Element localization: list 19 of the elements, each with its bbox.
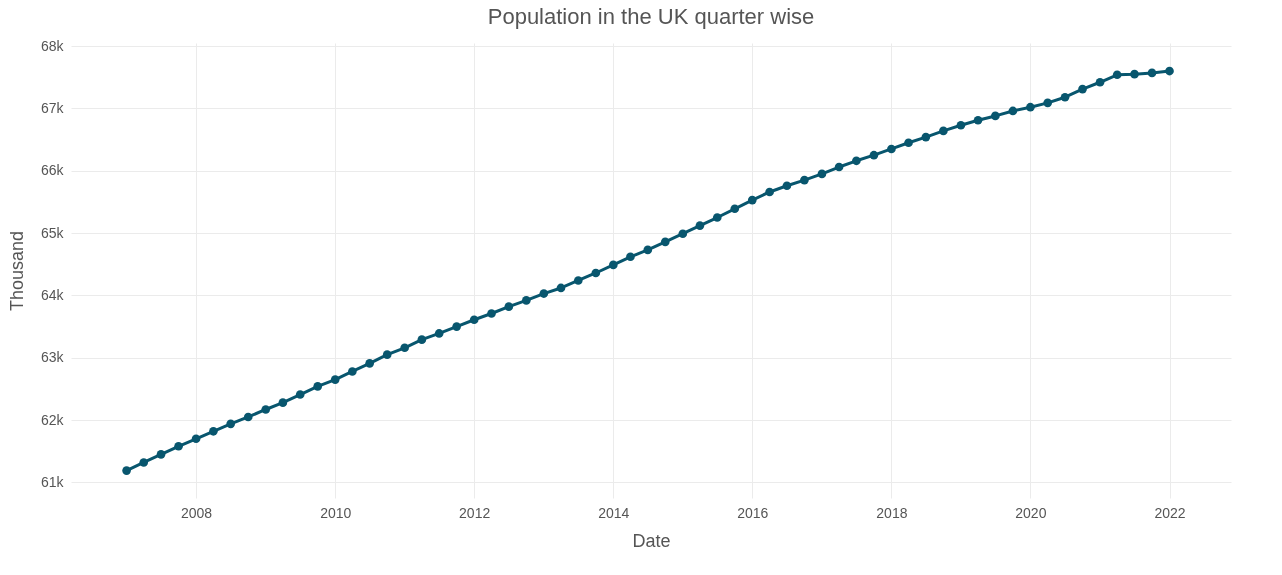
x-tick-label: 2012 (459, 504, 491, 521)
y-tick-label: 67k (40, 99, 65, 116)
y-axis-title: Thousand (6, 230, 27, 312)
x-tick-label: 2014 (598, 504, 630, 521)
x-axis-title: Date (632, 530, 671, 551)
y-tick-label: 65k (40, 224, 65, 241)
x-tick-label: 2010 (320, 504, 352, 521)
x-tick-label: 2022 (1154, 504, 1186, 521)
x-tick-label: 2020 (1015, 504, 1047, 521)
y-tick-label: 66k (40, 162, 65, 179)
y-tick-label: 63k (40, 349, 65, 366)
x-tick-label: 2016 (737, 504, 769, 521)
y-tick-label: 62k (40, 411, 65, 428)
x-tick-label: 2018 (876, 504, 908, 521)
y-tick-label: 64k (40, 286, 65, 303)
x-tick-label: 2008 (180, 504, 213, 521)
chart-title: Population in the UK quarter wise (487, 4, 815, 30)
y-tick-label: 61k (40, 473, 65, 490)
y-tick-label: 68k (40, 37, 65, 54)
